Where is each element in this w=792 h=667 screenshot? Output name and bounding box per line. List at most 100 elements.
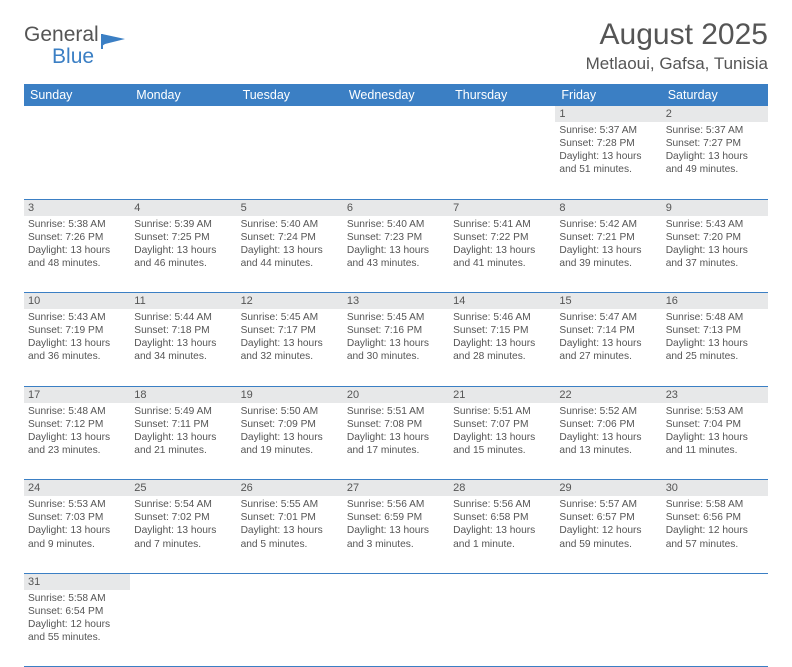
daylight-text: Daylight: 12 hours and 57 minutes. — [666, 524, 764, 550]
day-number — [555, 573, 661, 590]
sunrise-text: Sunrise: 5:39 AM — [134, 218, 232, 231]
daylight-text: Daylight: 13 hours and 25 minutes. — [666, 337, 764, 363]
daynum-row: 31 — [24, 573, 768, 590]
sunset-text: Sunset: 7:23 PM — [347, 231, 445, 244]
sunset-text: Sunset: 7:16 PM — [347, 324, 445, 337]
day-number: 4 — [130, 199, 236, 216]
sunset-text: Sunset: 7:01 PM — [241, 511, 339, 524]
header-right: August 2025 Metlaoui, Gafsa, Tunisia — [586, 18, 768, 74]
day-number: 13 — [343, 293, 449, 310]
day-cell — [449, 122, 555, 199]
daylight-text: Daylight: 13 hours and 23 minutes. — [28, 431, 126, 457]
daynum-row: 3456789 — [24, 199, 768, 216]
sunrise-text: Sunrise: 5:37 AM — [666, 124, 764, 137]
day-number — [24, 106, 130, 122]
daylight-text: Daylight: 13 hours and 39 minutes. — [559, 244, 657, 270]
weekday-header-row: SundayMondayTuesdayWednesdayThursdayFrid… — [24, 84, 768, 106]
daylight-text: Daylight: 13 hours and 51 minutes. — [559, 150, 657, 176]
day-cell: Sunrise: 5:48 AMSunset: 7:12 PMDaylight:… — [24, 403, 130, 480]
day-cell — [343, 590, 449, 667]
day-cell: Sunrise: 5:46 AMSunset: 7:15 PMDaylight:… — [449, 309, 555, 386]
daylight-text: Daylight: 12 hours and 55 minutes. — [28, 618, 126, 644]
day-cell: Sunrise: 5:42 AMSunset: 7:21 PMDaylight:… — [555, 216, 661, 293]
day-number — [237, 106, 343, 122]
sunset-text: Sunset: 7:19 PM — [28, 324, 126, 337]
day-cell: Sunrise: 5:40 AMSunset: 7:24 PMDaylight:… — [237, 216, 343, 293]
daylight-text: Daylight: 13 hours and 49 minutes. — [666, 150, 764, 176]
weekday-header: Tuesday — [237, 84, 343, 106]
day-number: 15 — [555, 293, 661, 310]
day-cell: Sunrise: 5:43 AMSunset: 7:19 PMDaylight:… — [24, 309, 130, 386]
sunrise-text: Sunrise: 5:47 AM — [559, 311, 657, 324]
day-number: 30 — [662, 480, 768, 497]
daylight-text: Daylight: 13 hours and 19 minutes. — [241, 431, 339, 457]
sunset-text: Sunset: 7:15 PM — [453, 324, 551, 337]
sunset-text: Sunset: 7:12 PM — [28, 418, 126, 431]
daylight-text: Daylight: 13 hours and 48 minutes. — [28, 244, 126, 270]
sunset-text: Sunset: 7:11 PM — [134, 418, 232, 431]
day-cell: Sunrise: 5:52 AMSunset: 7:06 PMDaylight:… — [555, 403, 661, 480]
day-cell: Sunrise: 5:51 AMSunset: 7:07 PMDaylight:… — [449, 403, 555, 480]
calendar-body: 12Sunrise: 5:37 AMSunset: 7:28 PMDayligh… — [24, 106, 768, 667]
day-number — [343, 106, 449, 122]
daynum-row: 10111213141516 — [24, 293, 768, 310]
day-number — [343, 573, 449, 590]
daylight-text: Daylight: 13 hours and 44 minutes. — [241, 244, 339, 270]
day-number: 6 — [343, 199, 449, 216]
day-number — [130, 106, 236, 122]
sunrise-text: Sunrise: 5:58 AM — [666, 498, 764, 511]
sunrise-text: Sunrise: 5:52 AM — [559, 405, 657, 418]
sunset-text: Sunset: 7:13 PM — [666, 324, 764, 337]
sunset-text: Sunset: 7:08 PM — [347, 418, 445, 431]
day-cell: Sunrise: 5:37 AMSunset: 7:27 PMDaylight:… — [662, 122, 768, 199]
day-number: 7 — [449, 199, 555, 216]
daylight-text: Daylight: 13 hours and 36 minutes. — [28, 337, 126, 363]
logo: General GeBlue — [24, 24, 127, 68]
daylight-text: Daylight: 13 hours and 9 minutes. — [28, 524, 126, 550]
sunset-text: Sunset: 7:17 PM — [241, 324, 339, 337]
sunrise-text: Sunrise: 5:48 AM — [666, 311, 764, 324]
daynum-row: 12 — [24, 106, 768, 122]
week-row: Sunrise: 5:38 AMSunset: 7:26 PMDaylight:… — [24, 216, 768, 293]
logo-text: General GeBlue — [24, 24, 99, 68]
day-cell — [237, 122, 343, 199]
daylight-text: Daylight: 13 hours and 1 minute. — [453, 524, 551, 550]
daylight-text: Daylight: 13 hours and 30 minutes. — [347, 337, 445, 363]
daylight-text: Daylight: 13 hours and 5 minutes. — [241, 524, 339, 550]
day-number: 1 — [555, 106, 661, 122]
day-cell: Sunrise: 5:55 AMSunset: 7:01 PMDaylight:… — [237, 496, 343, 573]
sunrise-text: Sunrise: 5:58 AM — [28, 592, 126, 605]
day-cell — [24, 122, 130, 199]
day-number — [449, 106, 555, 122]
week-row: Sunrise: 5:53 AMSunset: 7:03 PMDaylight:… — [24, 496, 768, 573]
day-number: 29 — [555, 480, 661, 497]
day-number: 14 — [449, 293, 555, 310]
sunset-text: Sunset: 7:14 PM — [559, 324, 657, 337]
sunset-text: Sunset: 7:04 PM — [666, 418, 764, 431]
day-cell: Sunrise: 5:48 AMSunset: 7:13 PMDaylight:… — [662, 309, 768, 386]
sunset-text: Sunset: 7:28 PM — [559, 137, 657, 150]
daylight-text: Daylight: 13 hours and 3 minutes. — [347, 524, 445, 550]
location: Metlaoui, Gafsa, Tunisia — [586, 54, 768, 74]
day-number: 5 — [237, 199, 343, 216]
day-number: 16 — [662, 293, 768, 310]
day-number — [237, 573, 343, 590]
day-number: 10 — [24, 293, 130, 310]
weekday-header: Sunday — [24, 84, 130, 106]
day-cell — [343, 122, 449, 199]
daylight-text: Daylight: 13 hours and 46 minutes. — [134, 244, 232, 270]
sunset-text: Sunset: 7:22 PM — [453, 231, 551, 244]
sunset-text: Sunset: 7:07 PM — [453, 418, 551, 431]
day-number: 25 — [130, 480, 236, 497]
day-number: 9 — [662, 199, 768, 216]
logo-part2: Blue — [52, 45, 94, 68]
logo-part1: General — [24, 23, 99, 46]
day-number: 22 — [555, 386, 661, 403]
weekday-header: Saturday — [662, 84, 768, 106]
day-number: 18 — [130, 386, 236, 403]
daynum-row: 24252627282930 — [24, 480, 768, 497]
day-cell: Sunrise: 5:45 AMSunset: 7:16 PMDaylight:… — [343, 309, 449, 386]
day-cell: Sunrise: 5:54 AMSunset: 7:02 PMDaylight:… — [130, 496, 236, 573]
sunrise-text: Sunrise: 5:56 AM — [453, 498, 551, 511]
day-cell: Sunrise: 5:38 AMSunset: 7:26 PMDaylight:… — [24, 216, 130, 293]
